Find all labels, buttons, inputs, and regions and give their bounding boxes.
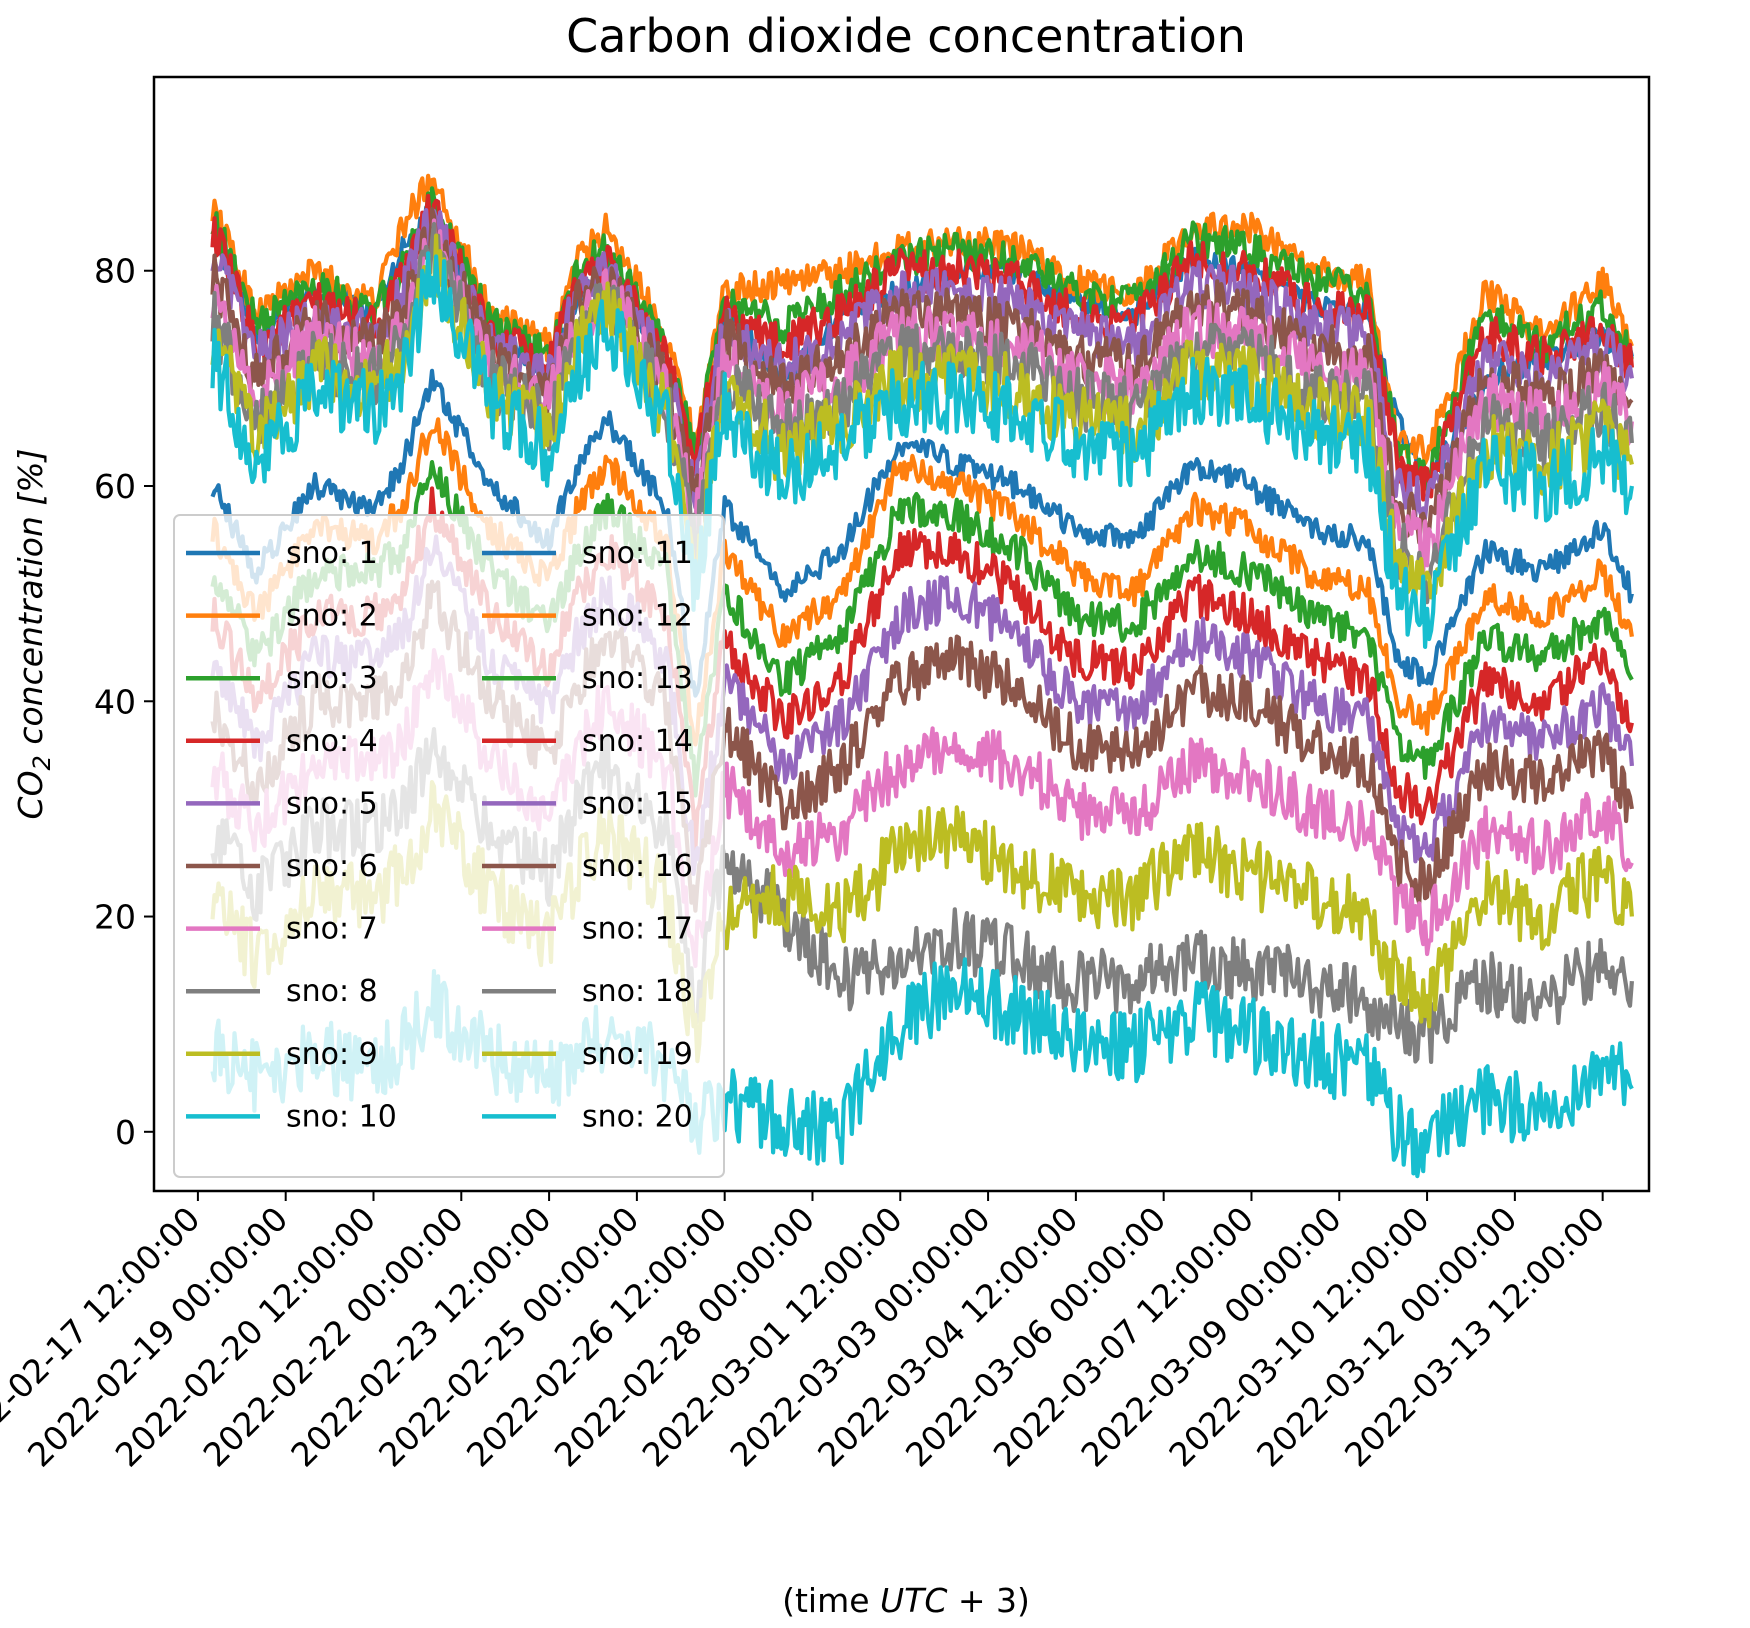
y-axis-label-rest: concentration [%] <box>11 449 50 756</box>
legend-label: sno: 3 <box>286 661 378 696</box>
x-axis-label-rest: + 3) <box>947 1581 1030 1620</box>
y-axis-label-subscript: 2 <box>28 755 56 770</box>
y-tick-label: 0 <box>115 1113 136 1152</box>
series-line <box>210 368 1634 698</box>
series-layer <box>210 173 1634 1179</box>
legend-label: sno: 11 <box>582 536 693 571</box>
legend-label: sno: 8 <box>286 974 378 1009</box>
legend-label: sno: 13 <box>582 661 693 696</box>
legend-label: sno: 10 <box>286 1099 397 1134</box>
legend-label: sno: 7 <box>286 912 378 947</box>
legend-label: sno: 5 <box>286 786 378 821</box>
legend-label: sno: 1 <box>286 536 378 571</box>
series-line <box>210 417 1634 747</box>
y-axis-label: CO2 concentration [%] <box>11 449 56 820</box>
legend-label: sno: 14 <box>582 724 693 759</box>
x-axis-label-italic: UTC <box>880 1581 947 1620</box>
y-axis: 0 20 40 60 80 <box>94 252 154 1152</box>
y-tick-label: 40 <box>94 682 136 721</box>
y-tick-label: 60 <box>94 467 136 506</box>
y-tick-label: 20 <box>94 898 136 937</box>
series-line <box>210 251 1634 649</box>
legend-label: sno: 20 <box>582 1099 693 1134</box>
legend-label: sno: 9 <box>286 1037 378 1072</box>
legend-label: sno: 2 <box>286 599 378 634</box>
legend-label: sno: 19 <box>582 1037 693 1072</box>
legend-label: sno: 4 <box>286 724 378 759</box>
legend-label: sno: 17 <box>582 912 693 947</box>
legend-box <box>173 514 725 1178</box>
chart-title: Carbon dioxide concentration <box>566 9 1246 63</box>
y-tick-label: 80 <box>94 252 136 291</box>
legend: sno: 1 sno: 2 sno: 3 sno: 4 sno: 5 sno: 6 sno:… <box>173 514 725 1178</box>
x-axis-label: (time UTC + 3) <box>782 1581 1030 1620</box>
series-line <box>210 460 1634 798</box>
legend-label: sno: 18 <box>582 974 693 1009</box>
x-axis-label-open: (time <box>782 1581 880 1620</box>
legend-label: sno: 6 <box>286 849 378 884</box>
legend-label: sno: 15 <box>582 786 693 821</box>
legend-label: sno: 16 <box>582 849 693 884</box>
axes-frame <box>152 75 1651 1193</box>
legend-label: sno: 12 <box>582 599 693 634</box>
y-axis-label-co: CO <box>11 770 50 819</box>
